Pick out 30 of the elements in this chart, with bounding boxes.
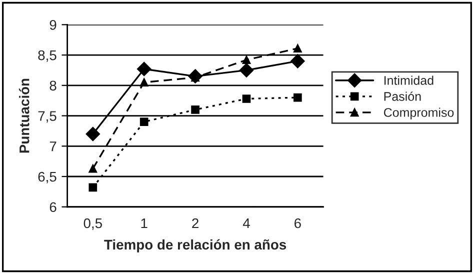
x-axis-title: Tiempo de relación en años	[104, 239, 286, 252]
x-tick-label: 4	[242, 218, 250, 228]
point	[191, 106, 200, 114]
point	[242, 94, 251, 103]
point	[239, 63, 254, 78]
point	[294, 93, 302, 102]
point	[242, 56, 251, 64]
x-tick-label: 0,5	[84, 218, 102, 230]
y-tick-label: 7	[50, 142, 56, 152]
point	[294, 44, 302, 53]
point	[88, 183, 98, 192]
legend-label: Compromiso	[384, 108, 454, 120]
y-tick-label: 7,5	[38, 111, 56, 123]
legend-label: Pasión	[384, 92, 421, 101]
y-tick-label: 6,5	[38, 172, 56, 184]
legend-label: Intimidad	[384, 76, 434, 85]
point	[140, 118, 148, 126]
point	[86, 126, 100, 142]
y-tick-label: 8,5	[38, 50, 56, 62]
x-tick-label: 6	[294, 218, 301, 228]
y-tick-label: 6	[50, 202, 56, 212]
x-tick-label: 1	[141, 218, 148, 228]
y-tick-label: 9	[50, 20, 56, 30]
point	[137, 62, 152, 76]
y-axis-title: Puntuación	[18, 78, 30, 153]
point	[290, 54, 305, 68]
point	[88, 164, 98, 173]
x-tick-label: 2	[192, 218, 198, 228]
point	[140, 78, 148, 87]
y-tick-label: 8	[50, 80, 56, 91]
